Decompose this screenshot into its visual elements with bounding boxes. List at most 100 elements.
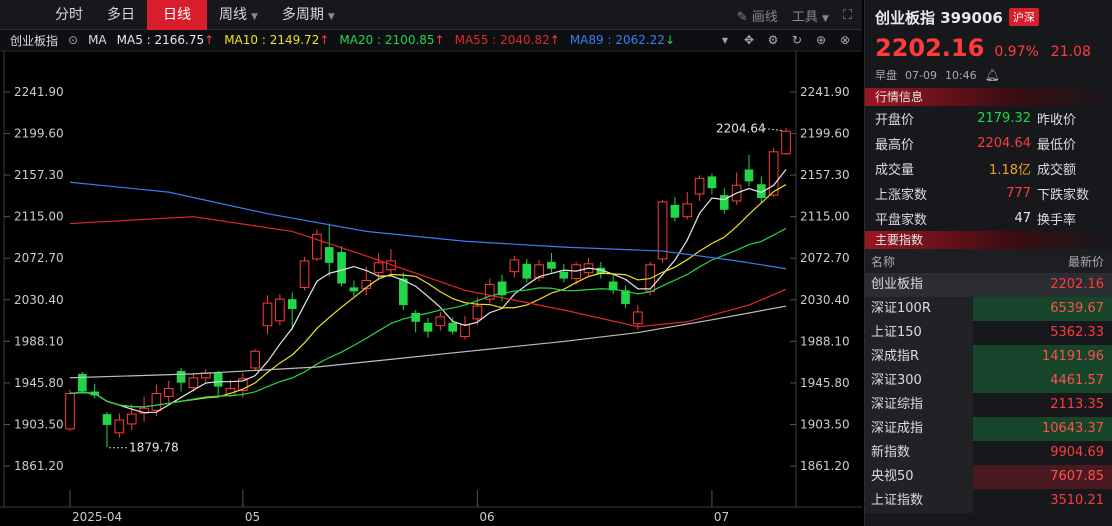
candle-body-up	[781, 130, 791, 155]
indicator-name[interactable]: MA	[88, 33, 107, 47]
y-tick-label-left: 2030.40	[14, 293, 64, 307]
quote-row: 最高价 2204.64 最低价	[875, 136, 1077, 153]
index-row[interactable]: 深成指R 14191.96	[865, 344, 1112, 369]
y-tick-label-right: 2157.30	[800, 168, 850, 182]
candle-body-down	[102, 414, 112, 425]
candle-body-down	[324, 247, 334, 263]
candle-body-up	[238, 378, 248, 392]
candle-body-down	[398, 278, 408, 306]
index-row[interactable]: 央视50 7607.85	[865, 464, 1112, 489]
add-icon[interactable]: ⊕	[815, 33, 827, 47]
y-tick-label-left: 1903.50	[14, 417, 64, 431]
candle-body-down	[621, 290, 630, 305]
candle-body-down	[756, 184, 766, 199]
tab-2[interactable]: 日线	[147, 0, 207, 30]
bell-icon[interactable]: 🔔︎	[984, 68, 1000, 82]
refresh-icon[interactable]: ↻	[791, 33, 803, 47]
index-row[interactable]: 新指数 9904.69	[865, 440, 1112, 465]
index-table-header: 名称 最新价	[865, 249, 1112, 273]
x-tick-label: 06	[479, 510, 494, 524]
index-row[interactable]: 深证成指 10643.37	[865, 416, 1112, 441]
move-icon[interactable]: ✥	[743, 33, 755, 47]
stock-title: 创业板指 399006 沪深	[865, 0, 1112, 34]
index-table: 创业板指 2202.16 深证100R 6539.67 上证150 5362.33 深成指R…	[865, 272, 1112, 513]
quote-list: 开盘价 2179.32 昨收价 最高价 2204.64 最低价 成交量 1.18亿 成交额 上涨家…	[865, 106, 1112, 231]
y-tick-label-left: 2241.90	[14, 85, 64, 99]
tab-3[interactable]: 周线 ▼	[219, 6, 258, 23]
candle-body-down	[670, 204, 680, 218]
chart-pane: 分时 多日 日线 周线 ▼ 多周期 ▼ ✎ 画线 工具 ▼ ⛶ 创业板指 ⊙ MA MA5 …	[0, 0, 862, 526]
candle-body-up	[299, 260, 310, 288]
y-tick-label-right: 1903.50	[800, 417, 850, 431]
tab-1[interactable]: 多日	[107, 6, 135, 23]
candle-body-up	[472, 305, 483, 320]
y-tick-label-left: 1988.10	[14, 334, 64, 348]
index-row[interactable]: 深证300 4461.57	[865, 368, 1112, 393]
candle-body-down	[547, 261, 556, 269]
y-tick-label-right: 2072.70	[800, 251, 850, 265]
ma-value-0: MA5 : 2166.75↑	[116, 33, 215, 47]
candle-body-down	[337, 252, 346, 284]
quote-section-header: 行情信息	[865, 88, 1112, 106]
quote-panel: 创业板指 399006 沪深 2202.16 0.97% 21.08 早盘 07…	[864, 0, 1112, 526]
tab-0[interactable]: 分时	[55, 6, 83, 23]
index-row[interactable]: 深证100R 6539.67	[865, 296, 1112, 321]
candle-body-up	[386, 260, 396, 271]
candle-body-up	[657, 201, 668, 260]
candle-body-up	[460, 324, 470, 338]
candle-body-down	[448, 322, 458, 332]
index-row[interactable]: 上证指数 3510.21	[865, 488, 1112, 513]
candle-body-up	[373, 262, 384, 274]
settings-dot-icon[interactable]: ⊙	[68, 33, 79, 47]
candle-body-up	[163, 388, 174, 397]
ma89-line	[69, 181, 787, 270]
candle-body-down	[744, 169, 754, 182]
candle-body-down	[423, 322, 433, 332]
index-row[interactable]: 深证综指 2113.35	[865, 392, 1112, 417]
candle-body-down	[497, 281, 507, 296]
collapse-icon[interactable]: ▾	[721, 33, 729, 47]
y-tick-label-right: 2241.90	[800, 85, 850, 99]
draw-line-button[interactable]: ✎ 画线	[736, 9, 778, 25]
index-row[interactable]: 上证150 5362.33	[865, 320, 1112, 345]
high-annotation: 2204.64	[716, 122, 766, 136]
change-pct: 0.97%	[994, 44, 1039, 60]
y-tick-label-right: 2115.00	[800, 210, 850, 224]
price-row: 2202.16 0.97% 21.08	[865, 34, 1112, 64]
candle-body-up	[65, 392, 75, 430]
y-tick-label-right: 2030.40	[800, 293, 850, 307]
ma-value-3: MA55 : 2040.82↑	[454, 33, 560, 47]
x-tick-label: 05	[245, 510, 260, 524]
x-tick-label: 07	[714, 510, 729, 524]
candle-body-down	[176, 370, 186, 383]
candle-body-up	[509, 259, 520, 273]
tab-4[interactable]: 多周期 ▼	[281, 6, 335, 23]
candle-body-up	[534, 264, 544, 279]
pencil-icon: ✎	[736, 9, 748, 25]
candle-body-down	[522, 263, 532, 279]
candlestick-chart[interactable]: 2241.90 2241.90 2199.60 2199.60 2157.30 2157.…	[0, 50, 862, 526]
stock-name: 创业板指	[10, 33, 59, 48]
candle-body-down	[411, 312, 420, 322]
gear-icon[interactable]: ⚙	[767, 33, 779, 47]
close-icon[interactable]: ⊗	[839, 33, 851, 47]
y-tick-label-right: 1945.80	[800, 376, 850, 390]
y-tick-label-right: 2199.60	[800, 127, 850, 141]
candle-body-down	[213, 372, 223, 387]
tools-button[interactable]: 工具 ▼	[791, 9, 829, 25]
chevron-down-icon: ▼	[251, 11, 258, 22]
index-row[interactable]: 创业板指 2202.16	[865, 272, 1112, 297]
fullscreen-icon[interactable]: ⛶	[842, 7, 852, 23]
x-tick-label: 2025-04	[72, 510, 122, 524]
ma-value-1: MA10 : 2149.72↑	[224, 33, 330, 47]
chart-tools: ▾ ✥ ⚙ ↻ ⊕ ⊗	[718, 30, 852, 50]
candle-body-up	[114, 419, 125, 434]
candle-body-down	[596, 267, 606, 274]
chevron-down-icon: ▼	[821, 13, 829, 24]
candle-body-up	[682, 203, 693, 218]
candle-body-down	[287, 299, 297, 310]
candle-body-up	[312, 233, 322, 260]
candle-body-down	[719, 195, 729, 210]
quote-row: 开盘价 2179.32 昨收价	[875, 111, 1077, 128]
quote-row: 上涨家数 777 下跌家数	[875, 186, 1090, 203]
